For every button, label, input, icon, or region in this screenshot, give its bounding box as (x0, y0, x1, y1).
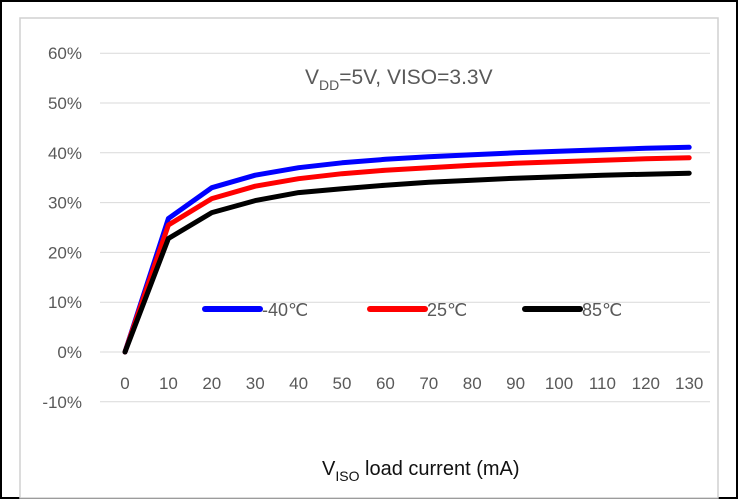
y-tick-label: 0% (57, 343, 82, 362)
y-tick-label: 50% (48, 94, 82, 113)
x-tick-labels: 0 10 20 30 40 50 60 70 80 90 100 110 120 130 (120, 374, 703, 393)
legend-label: -40℃ (262, 300, 308, 320)
x-tick-label: 20 (202, 374, 221, 393)
series-line-2 (122, 155, 692, 355)
y-tick-label: 20% (48, 243, 82, 262)
series-line-1 (122, 144, 692, 355)
series-lines (122, 144, 692, 355)
y-tick-label: 60% (48, 44, 82, 63)
x-tick-label: 10 (159, 374, 178, 393)
x-tick-label: 0 (120, 374, 129, 393)
y-tick-labels: -10% 0% 10% 20% 30% 40% 50% 60% (42, 44, 82, 412)
y-tick-label: -10% (42, 393, 82, 412)
x-tick-label: 100 (545, 374, 573, 393)
y-tick-label: 30% (48, 194, 82, 213)
plot-border (19, 17, 719, 499)
x-tick-label: 60 (376, 374, 395, 393)
x-tick-label: 50 (333, 374, 352, 393)
x-tick-label: 40 (289, 374, 308, 393)
x-tick-label: 120 (632, 374, 660, 393)
y-tick-label: 40% (48, 144, 82, 163)
x-tick-label: 80 (463, 374, 482, 393)
x-axis-label: VISO load current (mA) (322, 458, 520, 484)
chart-annotation: VDD=5V, VISO=3.3V (305, 66, 493, 93)
legend: -40℃ 25℃ 85℃ (202, 300, 622, 320)
legend-label: 85℃ (582, 300, 622, 320)
x-tick-label: 110 (589, 374, 616, 393)
series-line-3 (122, 170, 692, 355)
x-tick-label: 70 (419, 374, 438, 393)
x-tick-label: 30 (246, 374, 265, 393)
x-tick-label: 130 (675, 374, 703, 393)
y-tick-label: 10% (48, 293, 82, 312)
x-tick-label: 90 (506, 374, 525, 393)
legend-label: 25℃ (427, 300, 467, 320)
